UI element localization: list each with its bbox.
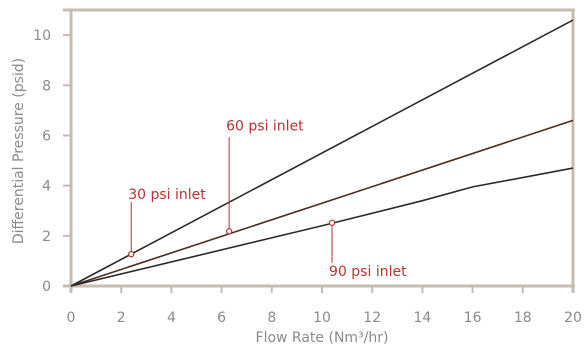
annotation-marker-90-psi bbox=[328, 219, 336, 226]
series-line-1 bbox=[70, 19, 574, 287]
annotation-label-30-psi: 30 psi inlet bbox=[128, 187, 206, 203]
series-line-2 bbox=[70, 119, 574, 287]
x-tick-label: 12 bbox=[363, 310, 381, 326]
x-tick-label: 0 bbox=[67, 310, 76, 326]
annotation-label-60-psi: 60 psi inlet bbox=[226, 118, 304, 134]
annotation-marker-60-psi bbox=[225, 228, 233, 235]
x-tick-label: 8 bbox=[267, 310, 276, 326]
x-tick-label: 4 bbox=[167, 310, 176, 326]
x-tick-label: 6 bbox=[217, 310, 226, 326]
series-lines bbox=[70, 19, 574, 287]
y-tick-label: 8 bbox=[42, 78, 51, 94]
x-tick-label: 2 bbox=[117, 310, 126, 326]
annotation-marker-30-psi bbox=[128, 250, 135, 258]
annotations: 30 psi inlet 60 psi inlet 90 psi inlet bbox=[128, 118, 407, 280]
y-tick-label: 6 bbox=[42, 128, 51, 144]
y-tick-label: 10 bbox=[33, 28, 51, 44]
series-line-3 bbox=[70, 167, 574, 287]
x-tick-label: 16 bbox=[464, 310, 482, 326]
x-tick-label: 14 bbox=[413, 310, 431, 326]
y-axis-title: Differential Pressure (psid) bbox=[11, 58, 27, 244]
x-tick-label: 10 bbox=[313, 310, 331, 326]
x-tick-label: 18 bbox=[514, 310, 532, 326]
x-axis-title: Flow Rate (Nm³/hr) bbox=[256, 330, 389, 346]
y-tick-label: 4 bbox=[42, 179, 51, 195]
y-tick-label: 0 bbox=[42, 279, 51, 295]
x-tick-label: 20 bbox=[564, 310, 582, 326]
y-tick-label: 2 bbox=[42, 229, 51, 245]
annotation-label-90-psi: 90 psi inlet bbox=[329, 264, 407, 280]
axes: 0 2 4 6 8 10 0 2 4 6 8 10 12 14 16 18 20 bbox=[33, 8, 582, 326]
